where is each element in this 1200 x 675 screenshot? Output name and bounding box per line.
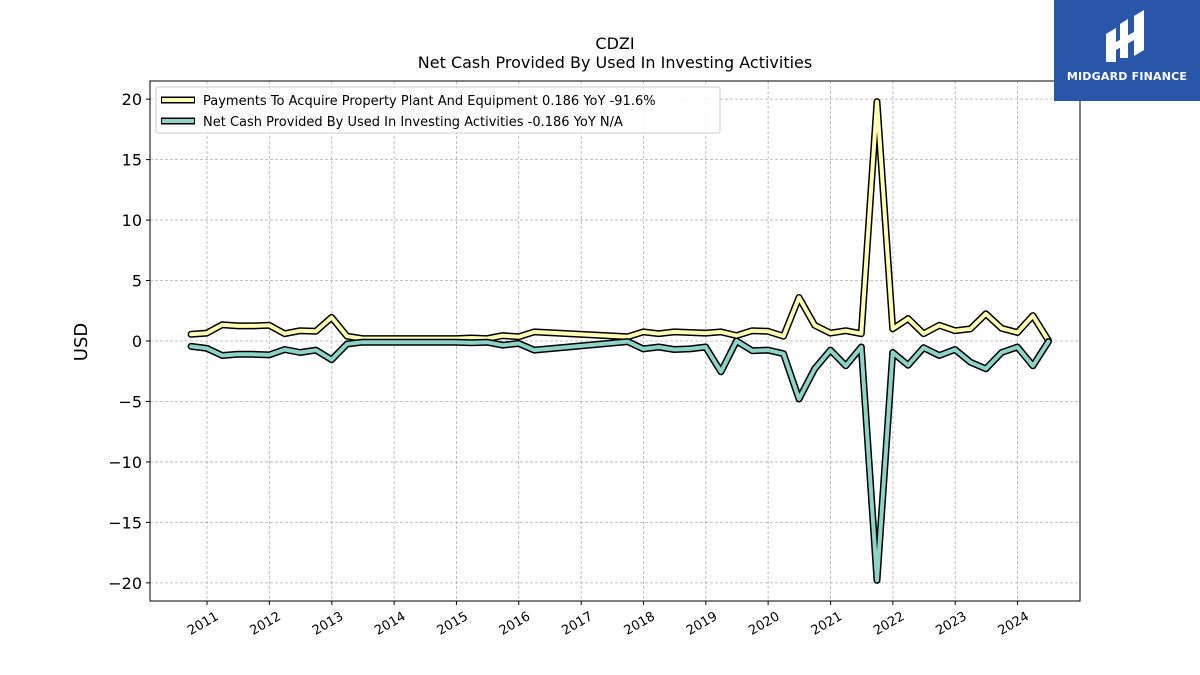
series-line-0 [189, 99, 1051, 343]
chart-title: CDZI [595, 34, 634, 53]
y-tick-label: −5 [118, 392, 142, 411]
x-tick-label: 2013 [310, 609, 346, 639]
y-tick-label: 15 [122, 151, 142, 170]
x-tick-label: 2015 [435, 609, 471, 639]
legend-box [155, 86, 721, 134]
series-line-1 [189, 339, 1051, 583]
y-axis-label: USD [71, 323, 92, 361]
x-tick-label: 2017 [559, 609, 595, 639]
brand-logo-text: MIDGARD FINANCE [1066, 70, 1188, 83]
x-tick-label: 2020 [746, 609, 782, 639]
y-tick-label: 20 [122, 90, 142, 109]
x-tick-label: 2018 [622, 609, 658, 639]
y-tick-label: 5 [132, 272, 142, 291]
x-tick-label: 2022 [871, 609, 907, 639]
chart-subtitle: Net Cash Provided By Used In Investing A… [418, 53, 812, 72]
y-tick-label: 0 [132, 332, 142, 351]
brand-logo: MIDGARD FINANCE [1054, 0, 1200, 101]
y-tick-label: 10 [122, 211, 142, 230]
x-tick-label: 2021 [809, 609, 845, 639]
x-tick-label: 2014 [372, 609, 408, 639]
x-tick-label: 2023 [933, 609, 969, 639]
series-lines [187, 98, 1052, 584]
x-tick-label: 2024 [996, 609, 1032, 639]
x-tick-label: 2011 [185, 609, 221, 639]
legend-entry-label: Net Cash Provided By Used In Investing A… [203, 115, 623, 130]
x-tick-label: 2019 [684, 609, 720, 639]
y-tick-label: −15 [108, 513, 142, 532]
y-tick-label: −10 [108, 453, 142, 472]
series-outline-0 [187, 98, 1052, 344]
x-tick-label: 2016 [497, 609, 533, 639]
series-outline-1 [187, 337, 1052, 584]
midgard-logo-icon [1106, 10, 1144, 62]
y-tick-label: −20 [108, 574, 142, 593]
x-tick-label: 2012 [247, 609, 283, 639]
legend: Payments To Acquire Property Plant And E… [155, 86, 721, 134]
legend-entry-label: Payments To Acquire Property Plant And E… [203, 94, 656, 109]
